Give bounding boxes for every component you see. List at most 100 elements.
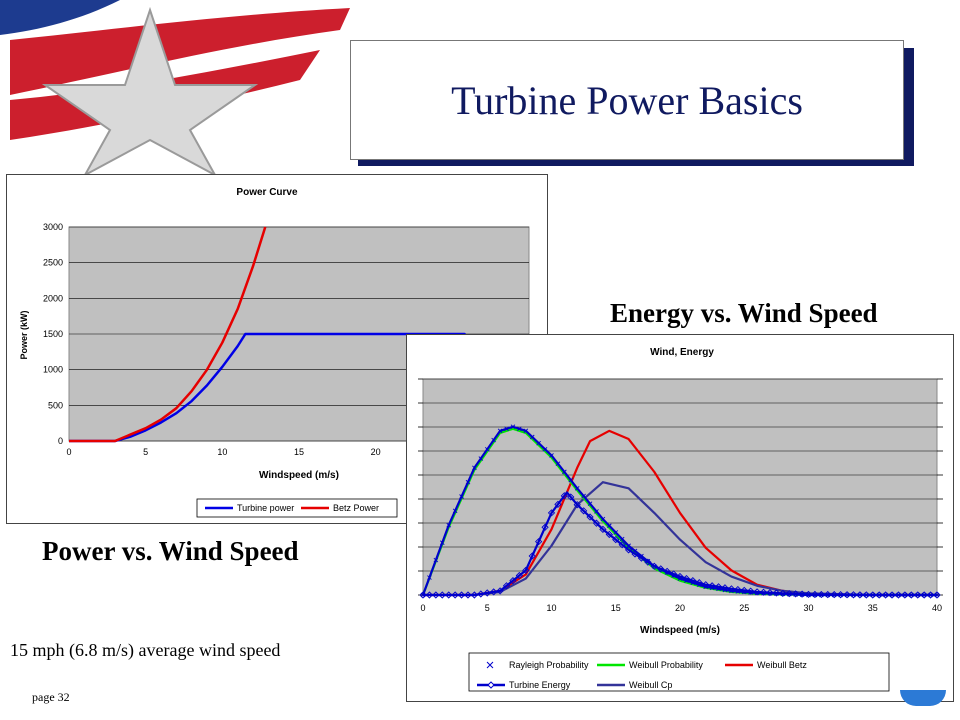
energy-marker-diamond — [856, 591, 864, 599]
energy-legend-label: Weibull Cp — [629, 680, 672, 690]
energy-marker-diamond — [464, 591, 472, 599]
energy-marker-x — [619, 536, 625, 542]
energy-marker-x — [639, 553, 644, 559]
energy-marker-x — [549, 453, 554, 458]
energy-marker-x — [542, 446, 548, 452]
energy-marker-diamond — [425, 591, 434, 599]
energy-marker-diamond — [618, 541, 626, 549]
energy-marker-x — [761, 590, 766, 596]
energy-marker-x — [452, 508, 458, 514]
power-x-tick-label: 0 — [66, 447, 71, 457]
energy-legend-swatch — [486, 661, 494, 669]
energy-marker-x — [594, 509, 599, 514]
energy-marker-x — [587, 501, 593, 507]
title-box: Turbine Power Basics — [350, 40, 904, 160]
energy-marker-x — [908, 592, 914, 598]
energy-marker-diamond — [502, 582, 511, 590]
energy-marker-x — [722, 587, 728, 593]
energy-marker-diamond — [605, 530, 613, 539]
power-heading: Power vs. Wind Speed — [42, 536, 299, 566]
energy-marker-x — [915, 592, 921, 598]
energy-marker-x — [716, 586, 721, 592]
slide-title: Turbine Power Basics — [451, 77, 803, 123]
energy-marker-x — [754, 590, 760, 596]
energy-legend-label: Rayleigh Probability — [509, 660, 589, 670]
power-y-tick-label: 500 — [48, 400, 63, 410]
energy-marker-x — [870, 592, 876, 598]
energy-marker-diamond — [560, 492, 568, 500]
energy-marker-x — [613, 530, 619, 535]
energy-marker-x — [819, 592, 824, 598]
energy-marker-x — [889, 592, 895, 598]
energy-marker-x — [883, 592, 888, 598]
energy-x-tick-label: 10 — [546, 603, 556, 613]
energy-marker-x — [607, 523, 612, 529]
energy-marker-x — [504, 426, 509, 432]
power-series-line-2 — [69, 226, 267, 443]
energy-x-tick-label: 5 — [485, 603, 490, 613]
power-x-tick-label: 10 — [217, 447, 227, 457]
energy-legend-label: Weibull Betz — [757, 660, 807, 670]
energy-marker-x — [864, 592, 869, 598]
energy-x-tick-label: 30 — [803, 603, 813, 613]
energy-marker-x — [684, 578, 689, 583]
energy-legend-marker — [487, 681, 495, 689]
energy-marker-diamond — [586, 513, 594, 521]
energy-marker-x — [510, 424, 516, 430]
energy-marker-diamond — [432, 591, 440, 599]
energy-marker-diamond — [515, 571, 524, 580]
energy-marker-x — [735, 589, 741, 594]
energy-marker-x — [806, 592, 811, 598]
energy-marker-x — [626, 543, 631, 549]
energy-marker-diamond — [734, 585, 742, 594]
energy-marker-x — [825, 592, 831, 598]
energy-marker-diamond — [483, 589, 491, 597]
power-y-tick-label: 1000 — [43, 365, 63, 375]
decorative-corner — [900, 690, 946, 706]
energy-marker-x — [838, 592, 843, 598]
energy-marker-x — [774, 591, 779, 597]
energy-marker-diamond — [843, 591, 851, 599]
energy-marker-diamond — [477, 590, 485, 598]
energy-legend — [468, 652, 890, 692]
energy-marker-diamond — [535, 538, 543, 546]
energy-marker-diamond — [612, 535, 620, 544]
energy-marker-x — [555, 461, 561, 466]
average-wind-note: 15 mph (6.8 m/s) average wind speed — [10, 640, 281, 660]
power-legend-label: Betz Power — [333, 503, 379, 513]
flag-star-logo — [0, 0, 360, 175]
power-x-tick-label: 20 — [371, 447, 381, 457]
energy-marker-diamond — [567, 493, 575, 501]
energy-marker-x — [709, 585, 715, 591]
energy-marker-diamond — [541, 523, 549, 531]
energy-marker-x — [921, 592, 927, 598]
energy-marker-x — [523, 428, 529, 434]
energy-marker-x — [529, 434, 535, 440]
energy-legend-label: Weibull Probability — [629, 660, 703, 670]
energy-plot-area — [422, 378, 938, 596]
energy-marker-x — [645, 558, 651, 564]
energy-marker-x — [420, 592, 426, 598]
energy-marker-diamond — [573, 501, 581, 509]
energy-marker-diamond — [740, 586, 748, 595]
energy-marker-x — [896, 592, 901, 598]
energy-marker-x — [446, 522, 452, 528]
power-y-tick-label: 3000 — [43, 222, 63, 232]
energy-marker-diamond — [496, 587, 504, 595]
energy-chart-title: Wind, Energy — [650, 347, 714, 358]
energy-marker-x — [677, 576, 683, 581]
energy-marker-diamond — [528, 552, 536, 560]
power-y-tick-label: 1500 — [43, 329, 63, 339]
page-number: page 32 — [32, 690, 70, 704]
energy-marker-diamond — [849, 591, 858, 599]
energy-x-tick-label: 35 — [868, 603, 878, 613]
power-y-axis-label: Power (kW) — [19, 310, 29, 359]
energy-marker-x — [857, 592, 863, 598]
energy-marker-x — [793, 592, 798, 597]
energy-marker-x — [459, 494, 464, 499]
power-y-tick-label: 2000 — [43, 293, 63, 303]
energy-marker-x — [690, 580, 696, 586]
energy-marker-x — [465, 479, 471, 485]
energy-marker-x — [851, 592, 856, 598]
energy-marker-x — [696, 582, 702, 588]
